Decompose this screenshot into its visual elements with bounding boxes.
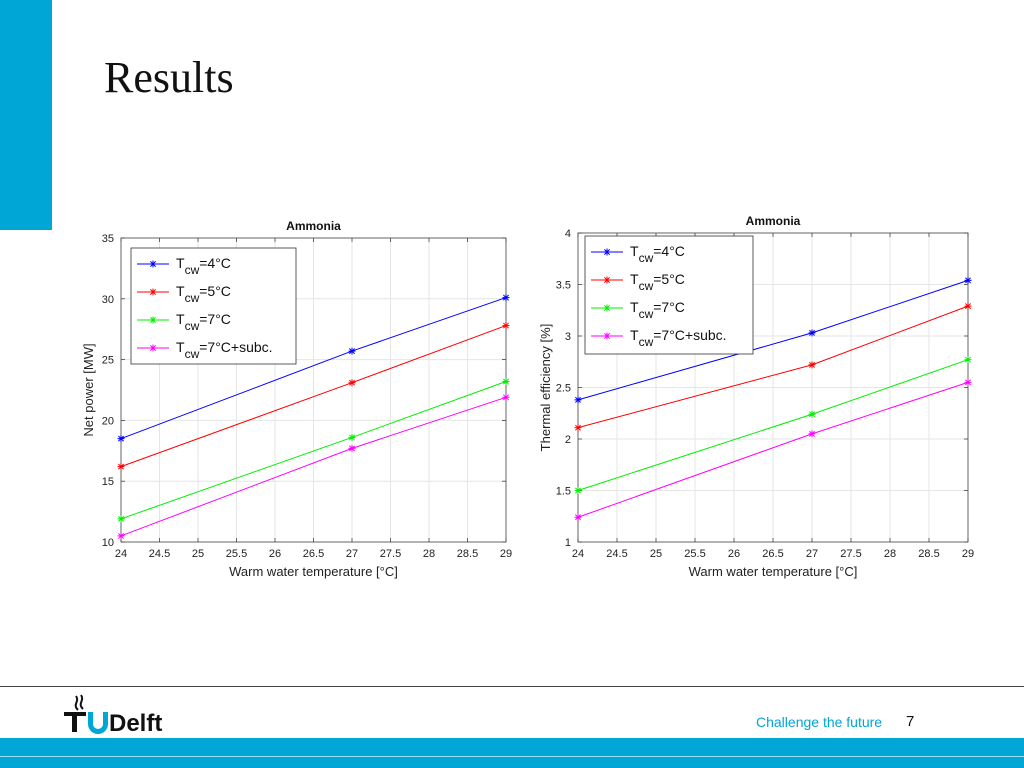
logo-wordmark: Delft <box>109 710 162 736</box>
data-point <box>502 294 510 302</box>
legend-marker <box>149 316 157 324</box>
data-point <box>574 513 582 521</box>
y-tick-label: 35 <box>102 233 114 245</box>
x-tick-label: 27 <box>346 548 358 560</box>
page-number: 7 <box>906 713 915 730</box>
y-tick-label: 30 <box>102 294 114 306</box>
y-tick-label: 25 <box>102 355 114 367</box>
x-tick-label: 27 <box>806 548 818 560</box>
data-point <box>964 276 972 284</box>
y-axis-label: Thermal efficiency [%] <box>538 324 553 452</box>
legend-box <box>584 235 754 355</box>
footer-tagline: Challenge the future <box>756 714 883 730</box>
y-tick-label: 10 <box>102 537 114 549</box>
data-point <box>117 532 125 540</box>
data-point <box>348 379 356 387</box>
data-point <box>964 378 972 386</box>
footer-band <box>0 738 1024 768</box>
y-tick-label: 3 <box>565 331 571 343</box>
legend-entry: Tcw=5°C <box>630 271 685 293</box>
data-point <box>964 302 972 310</box>
legend-entry: Tcw=5°C <box>176 283 231 305</box>
x-tick-label: 27.5 <box>840 548 861 560</box>
x-axis-label: Warm water temperature [°C] <box>229 564 398 579</box>
y-tick-label: 1.5 <box>556 486 571 498</box>
chart-0: 24 24.5 25 25.5 26 26.5 27 27.5 28 28.5 29 10 15 20 25… <box>81 219 512 579</box>
legend: Tcw=4°C Tcw=5°C Tcw=7°C Tcw=7°C+subc. <box>130 247 297 365</box>
x-tick-label: 26 <box>269 548 281 560</box>
legend-marker <box>603 304 611 312</box>
data-point <box>808 361 816 369</box>
x-axis-label: Warm water temperature [°C] <box>689 564 858 579</box>
legend-entry: Tcw=4°C <box>630 243 685 265</box>
data-point <box>117 463 125 471</box>
legend-marker <box>149 260 157 268</box>
y-tick-label: 20 <box>102 415 114 427</box>
x-tick-label: 24.5 <box>606 548 627 560</box>
data-point <box>348 347 356 355</box>
legend-marker <box>149 288 157 296</box>
legend-entry: Tcw=7°C+subc. <box>176 339 273 361</box>
legend-marker <box>603 248 611 256</box>
y-axis-label: Net power [MW] <box>81 343 96 436</box>
x-tick-label: 28 <box>423 548 435 560</box>
footer-band-line <box>0 756 1024 757</box>
chart-title: Ammonia <box>286 219 341 233</box>
y-tick-label: 2.5 <box>556 383 571 395</box>
data-point <box>502 377 510 385</box>
chart-title: Ammonia <box>746 214 801 228</box>
x-tick-label: 24 <box>572 548 584 560</box>
x-tick-label: 29 <box>500 548 512 560</box>
x-tick-label: 25 <box>650 548 662 560</box>
legend: Tcw=4°C Tcw=5°C Tcw=7°C Tcw=7°C+subc. <box>584 235 754 355</box>
footer-divider <box>0 686 1024 687</box>
x-tick-label: 28.5 <box>457 548 478 560</box>
y-tick-label: 1 <box>565 537 571 549</box>
chart-1: 24 24.5 25 25.5 26 26.5 27 27.5 28 28.5 29 1 1.5 2 2.5… <box>538 214 974 579</box>
legend-entry: Tcw=4°C <box>176 255 231 277</box>
y-tick-label: 4 <box>565 228 571 240</box>
x-tick-label: 26.5 <box>762 548 783 560</box>
data-point <box>348 444 356 452</box>
x-tick-label: 26.5 <box>303 548 324 560</box>
data-point <box>348 433 356 441</box>
x-tick-label: 29 <box>962 548 974 560</box>
legend-marker <box>149 344 157 352</box>
slide-title: Results <box>104 53 234 102</box>
data-point <box>808 410 816 418</box>
data-point <box>808 329 816 337</box>
x-tick-label: 28.5 <box>918 548 939 560</box>
y-tick-label: 2 <box>565 434 571 446</box>
legend-marker <box>603 332 611 340</box>
y-tick-label: 15 <box>102 476 114 488</box>
tudelft-logo: Delft <box>64 694 162 736</box>
legend-entry: Tcw=7°C <box>176 311 231 333</box>
data-point <box>574 487 582 494</box>
data-point <box>574 424 582 432</box>
x-tick-label: 24 <box>115 548 127 560</box>
x-tick-label: 27.5 <box>380 548 401 560</box>
x-tick-label: 26 <box>728 548 740 560</box>
data-point <box>964 356 972 364</box>
data-point <box>117 515 125 523</box>
data-point <box>808 430 816 438</box>
x-tick-label: 25.5 <box>226 548 247 560</box>
data-point <box>502 322 510 330</box>
legend-marker <box>603 276 611 284</box>
x-tick-label: 24.5 <box>149 548 170 560</box>
x-tick-label: 25 <box>192 548 204 560</box>
legend-entry: Tcw=7°C+subc. <box>630 327 727 349</box>
data-point <box>502 393 510 401</box>
legend-entry: Tcw=7°C <box>630 299 685 321</box>
side-accent-bar <box>0 0 52 230</box>
y-tick-label: 3.5 <box>556 280 571 292</box>
legend-box <box>130 247 297 365</box>
x-tick-label: 25.5 <box>684 548 705 560</box>
data-point <box>117 435 125 443</box>
data-point <box>574 396 582 404</box>
x-tick-label: 28 <box>884 548 896 560</box>
